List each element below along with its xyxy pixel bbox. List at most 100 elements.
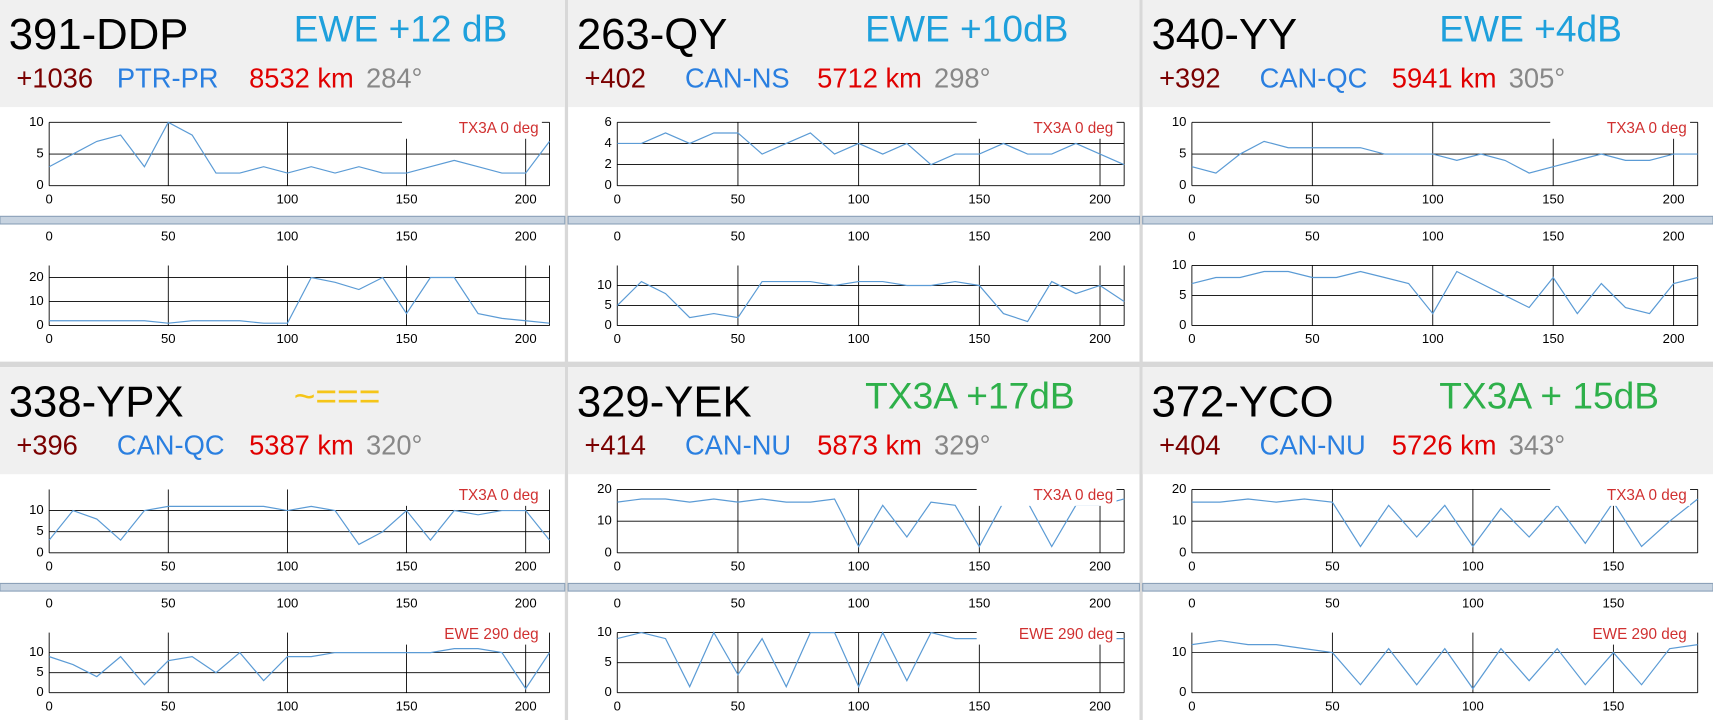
- y-tick-label: 0: [1179, 177, 1186, 192]
- x-tick-label: 200: [515, 191, 537, 206]
- divider: [0, 582, 566, 592]
- y-tick-label: 10: [1172, 513, 1187, 528]
- x-tick-label: 50: [731, 698, 746, 713]
- location: CAN-QC: [1260, 62, 1368, 93]
- x-tick-label: 100: [848, 559, 870, 574]
- note: EWE +4dB: [1439, 8, 1622, 50]
- divider: [567, 582, 1140, 592]
- x-tick-label: 50: [1325, 596, 1340, 611]
- y-tick-label: 5: [604, 654, 611, 669]
- y-tick-label: 10: [29, 644, 44, 659]
- x-tick-label: 50: [1305, 191, 1320, 206]
- x-tick-label: 0: [46, 229, 53, 244]
- offset: +402: [584, 62, 645, 93]
- chart-label: TX3A 0 deg: [1033, 120, 1113, 137]
- chart-label-bg: [1550, 486, 1691, 506]
- x-tick-label: 200: [515, 331, 537, 346]
- chart-label-bg: [402, 486, 542, 506]
- x-tick-label: 50: [161, 596, 176, 611]
- location: PTR-PR: [117, 62, 219, 93]
- x-tick-label: 50: [731, 229, 746, 244]
- x-tick-label: 50: [161, 698, 176, 713]
- x-tick-label: 150: [1542, 229, 1564, 244]
- chart-label-bg: [1550, 624, 1691, 645]
- distance: 8532 km: [249, 62, 354, 93]
- chart-label: TX3A 0 deg: [1607, 120, 1687, 137]
- bearing: 298°: [934, 62, 990, 93]
- chart: 0 10 20 0 50 100 150 TX3A 0 deg: [1172, 481, 1699, 574]
- x-tick-label: 150: [1602, 698, 1624, 713]
- x-tick-label: 150: [1542, 331, 1564, 346]
- y-tick-label: 20: [29, 269, 44, 284]
- offset: +392: [1159, 62, 1220, 93]
- x-tick-label: 150: [396, 191, 418, 206]
- distance: 5873 km: [817, 430, 922, 461]
- note: EWE +10dB: [865, 8, 1068, 50]
- x-tick-label: 0: [1188, 191, 1195, 206]
- data-line: [48, 121, 550, 174]
- y-tick-label: 5: [1179, 287, 1186, 302]
- data-line: [1191, 270, 1698, 315]
- x-tick-label: 100: [276, 698, 298, 713]
- x-tick-label: 100: [1462, 559, 1484, 574]
- x-tick-label: 100: [848, 596, 870, 611]
- x-tick-label: 0: [614, 229, 621, 244]
- chart-label: TX3A 0 deg: [459, 487, 539, 504]
- location: CAN-NS: [685, 62, 790, 93]
- x-tick-label: 100: [848, 191, 870, 206]
- x-tick-label: 100: [1422, 191, 1444, 206]
- y-tick-label: 0: [36, 684, 43, 699]
- y-tick-label: 20: [1172, 481, 1187, 496]
- x-tick-label: 0: [46, 596, 53, 611]
- x-tick-label: 50: [1305, 229, 1320, 244]
- panel-header: [568, 0, 1140, 108]
- data-line: [616, 280, 1125, 323]
- location: CAN-NU: [1260, 430, 1366, 461]
- panel: 340-YY EWE +4dB+392 CAN-QC 5941 km 305°05100…: [1142, 0, 1713, 362]
- bearing: 343°: [1509, 430, 1565, 461]
- y-tick-label: 0: [1179, 317, 1186, 332]
- chart: 0 2 4 6 0 50 100 150 200 TX3A 0 deg: [604, 114, 1125, 206]
- y-tick-label: 0: [604, 544, 611, 559]
- distance: 5726 km: [1392, 430, 1497, 461]
- data-line: [617, 498, 1125, 548]
- x-tick-label: 50: [161, 331, 176, 346]
- x-tick-label: 150: [968, 331, 990, 346]
- x-tick-label: 0: [614, 596, 621, 611]
- x-tick-label: 100: [276, 229, 298, 244]
- panel: 391-DDP EWE +12 dB +1036 PTR-PR 8532 km 284° 0…: [0, 0, 566, 362]
- x-tick-label: 200: [1663, 191, 1685, 206]
- x-tick-label: 200: [1089, 229, 1111, 244]
- y-tick-label: 6: [604, 114, 611, 129]
- x-tick-label: 50: [1305, 331, 1320, 346]
- x-tick-label: 200: [1089, 698, 1111, 713]
- data-line: [48, 505, 550, 546]
- station-call: 391-DDP: [9, 10, 189, 59]
- x-tick-label: 150: [968, 698, 990, 713]
- y-tick-label: 0: [604, 177, 611, 192]
- y-tick-label: 5: [1179, 146, 1186, 161]
- offset: +1036: [16, 62, 93, 93]
- chart-label-bg: [976, 486, 1117, 506]
- x-tick-label: 100: [1422, 229, 1444, 244]
- x-tick-label: 0: [1188, 596, 1195, 611]
- panel-header: [0, 367, 565, 475]
- x-tick-label: 150: [1602, 596, 1624, 611]
- x-tick-label: 200: [515, 596, 537, 611]
- x-tick-label: 200: [515, 229, 537, 244]
- panel-header: [0, 0, 565, 108]
- x-tick-label: 100: [1422, 331, 1444, 346]
- location: CAN-QC: [117, 430, 225, 461]
- y-tick-label: 10: [597, 277, 612, 292]
- x-tick-label: 200: [515, 698, 537, 713]
- x-tick-label: 0: [46, 559, 53, 574]
- x-tick-label: 150: [968, 596, 990, 611]
- panel-header: [568, 367, 1140, 475]
- station-call: 372-YCO: [1151, 377, 1333, 426]
- y-tick-label: 5: [36, 664, 43, 679]
